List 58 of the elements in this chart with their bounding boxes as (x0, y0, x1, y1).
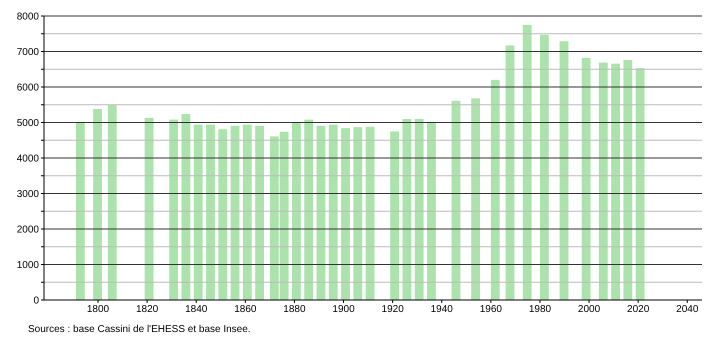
bar (206, 124, 215, 300)
x-tick-label: 1820 (136, 304, 159, 316)
bar (76, 122, 85, 300)
y-tick-label: 8000 (16, 12, 40, 23)
bar (108, 105, 117, 300)
bar (506, 45, 514, 300)
bar (255, 126, 264, 300)
bar (452, 100, 460, 300)
bar (414, 118, 424, 300)
x-tick-label: 1960 (480, 304, 502, 316)
y-tick-label: 0 (33, 296, 40, 307)
bar (522, 24, 532, 300)
bar (390, 131, 400, 300)
x-tick-label: 1800 (86, 304, 110, 316)
x-tick-label: 1980 (528, 304, 552, 316)
x-tick-label: 1920 (382, 304, 404, 316)
bar (328, 124, 338, 300)
y-tick-label: 7000 (16, 47, 40, 58)
x-tick-label: 2040 (676, 304, 699, 316)
bar (144, 118, 154, 300)
x-tick-label: 1880 (283, 304, 306, 316)
y-tick-label: 2000 (16, 224, 40, 236)
bar (582, 58, 591, 300)
bar (242, 124, 252, 300)
bar (540, 34, 549, 300)
bar (341, 128, 350, 300)
y-tick-label: 6000 (16, 82, 40, 94)
bar (471, 98, 480, 300)
bar (636, 68, 645, 300)
y-tick-label: 1000 (16, 260, 40, 272)
bar (490, 80, 500, 300)
bar (304, 120, 314, 300)
bar (366, 126, 374, 300)
x-tick-label: 1840 (185, 304, 208, 316)
bar (427, 122, 436, 300)
bar (292, 122, 301, 300)
bar (316, 126, 326, 300)
bar (169, 120, 178, 300)
x-tick-label: 1940 (430, 304, 454, 316)
bar (181, 114, 190, 300)
x-tick-label: 1860 (234, 304, 257, 316)
bar (353, 127, 362, 300)
bar (194, 124, 203, 300)
bar (230, 126, 240, 300)
bar (598, 62, 608, 300)
source-note: Sources : base Cassini de l'EHESS et base Insee. (28, 324, 251, 335)
bar (560, 41, 568, 300)
bar (93, 109, 102, 300)
bar (218, 129, 228, 300)
x-tick-label: 1900 (332, 304, 356, 316)
y-tick-label: 4000 (16, 154, 40, 165)
x-tick-label: 2000 (578, 304, 601, 316)
bar (402, 118, 412, 300)
y-tick-label: 3000 (16, 189, 40, 200)
y-tick-label: 5000 (16, 118, 40, 130)
bar (623, 60, 632, 300)
bar (611, 64, 620, 300)
x-tick-label: 2020 (627, 304, 650, 316)
